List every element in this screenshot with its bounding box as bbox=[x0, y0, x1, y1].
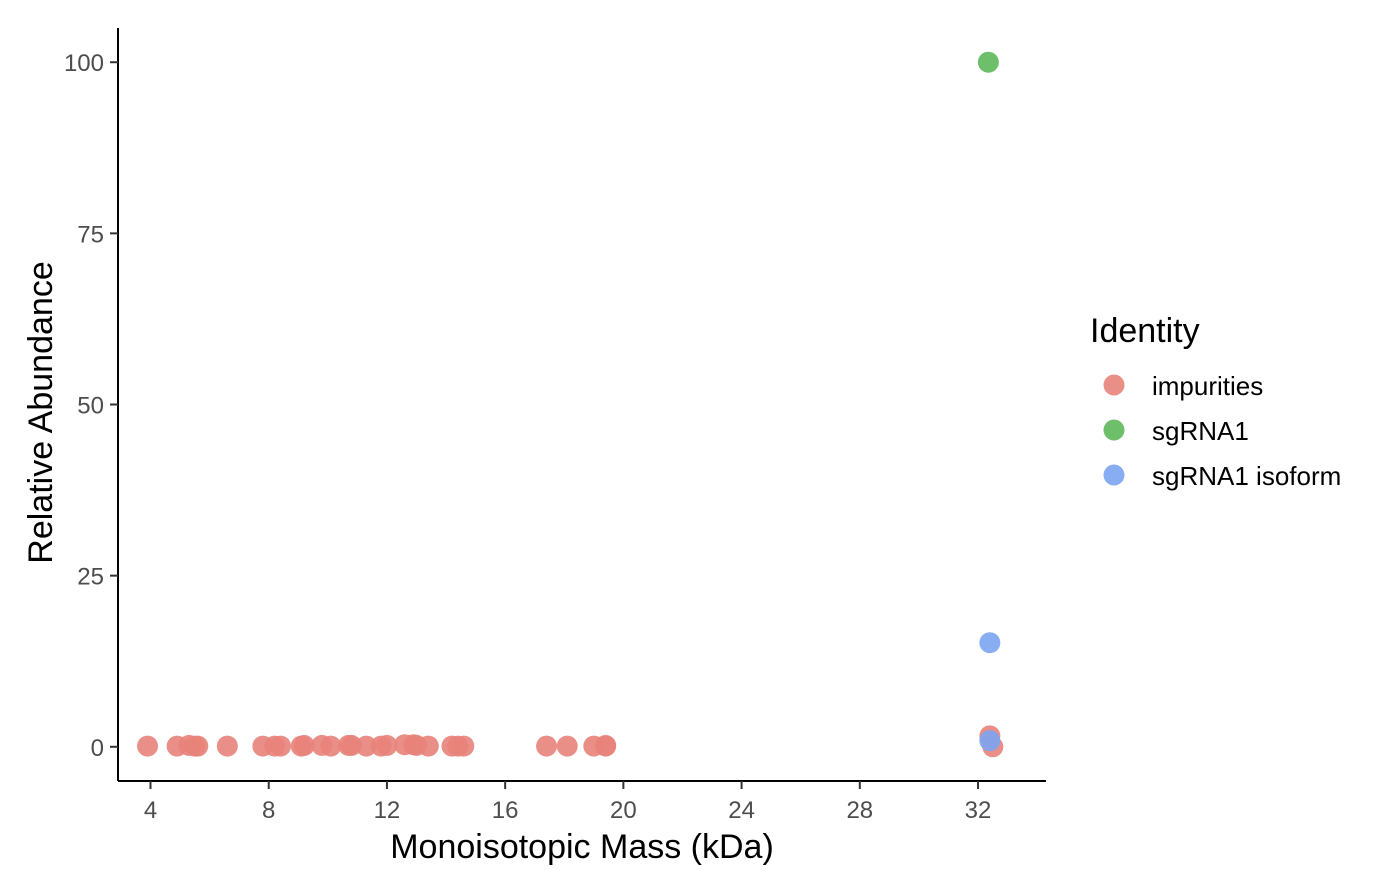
x-tick-label: 8 bbox=[262, 797, 275, 824]
x-tick-label: 32 bbox=[965, 797, 992, 824]
y-tick-label: 0 bbox=[91, 735, 104, 762]
data-point bbox=[977, 51, 999, 73]
data-point bbox=[453, 735, 475, 757]
y-tick-label: 25 bbox=[77, 564, 104, 591]
data-point bbox=[137, 735, 159, 757]
y-axis-title: Relative Abundance bbox=[22, 261, 60, 563]
x-tick-label: 28 bbox=[846, 797, 873, 824]
x-tick-label: 16 bbox=[492, 797, 519, 824]
data-point bbox=[216, 735, 238, 757]
points-layer bbox=[137, 51, 1004, 758]
x-tick-label: 4 bbox=[144, 797, 157, 824]
legend: Identity impurities sgRNA1 sgRNA1 isoform bbox=[1090, 312, 1341, 491]
data-point bbox=[536, 735, 558, 757]
y-tick-label: 75 bbox=[77, 221, 104, 248]
x-ticks: 4 8 12 16 20 24 28 32 bbox=[144, 781, 992, 824]
legend-label: impurities bbox=[1152, 371, 1263, 401]
data-point bbox=[270, 735, 292, 757]
data-point bbox=[187, 735, 209, 757]
x-tick-label: 20 bbox=[610, 797, 637, 824]
legend-key bbox=[1103, 419, 1125, 441]
legend-key bbox=[1103, 464, 1125, 486]
x-axis-title: Monoisotopic Mass (kDa) bbox=[390, 828, 774, 866]
data-point bbox=[979, 632, 1001, 654]
y-ticks: 0 25 50 75 100 bbox=[64, 50, 118, 762]
data-point bbox=[320, 735, 342, 757]
data-point bbox=[376, 734, 398, 756]
axes: 4 8 12 16 20 24 28 32 0 25 50 75 100 bbox=[64, 28, 1046, 824]
legend-key bbox=[1103, 374, 1125, 396]
x-tick-label: 24 bbox=[728, 797, 755, 824]
data-point bbox=[355, 735, 377, 757]
x-tick-label: 12 bbox=[374, 797, 401, 824]
legend-title: Identity bbox=[1090, 312, 1200, 350]
legend-label: sgRNA1 isoform bbox=[1152, 461, 1341, 491]
data-point bbox=[595, 734, 617, 756]
data-point bbox=[417, 735, 439, 757]
legend-items: impurities sgRNA1 sgRNA1 isoform bbox=[1103, 371, 1341, 491]
y-tick-label: 50 bbox=[77, 393, 104, 420]
data-point bbox=[556, 735, 578, 757]
data-point bbox=[340, 734, 362, 756]
y-tick-label: 100 bbox=[64, 50, 104, 77]
legend-label: sgRNA1 bbox=[1152, 416, 1249, 446]
data-point bbox=[979, 730, 1001, 752]
data-point bbox=[293, 734, 315, 756]
